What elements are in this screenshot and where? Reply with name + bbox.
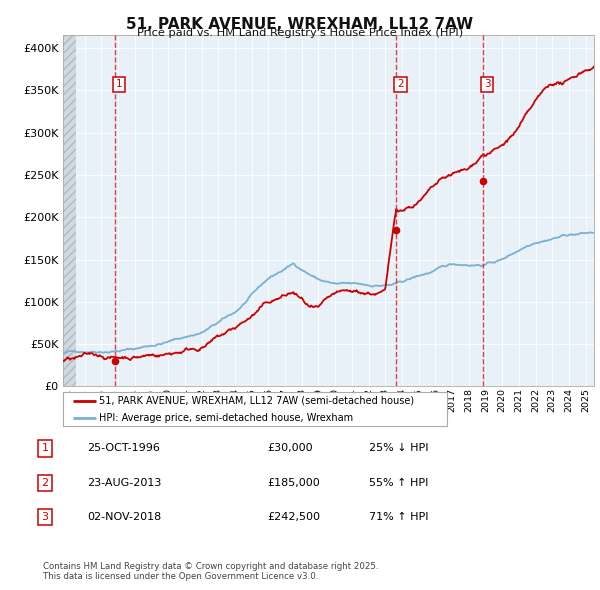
Text: £185,000: £185,000 (267, 478, 320, 487)
Text: 71% ↑ HPI: 71% ↑ HPI (369, 512, 428, 522)
Text: 51, PARK AVENUE, WREXHAM, LL12 7AW (semi-detached house): 51, PARK AVENUE, WREXHAM, LL12 7AW (semi… (100, 396, 415, 406)
Text: 3: 3 (41, 512, 49, 522)
Text: Price paid vs. HM Land Registry's House Price Index (HPI): Price paid vs. HM Land Registry's House … (137, 28, 463, 38)
Text: 1: 1 (41, 444, 49, 453)
Text: 25% ↓ HPI: 25% ↓ HPI (369, 444, 428, 453)
Text: 25-OCT-1996: 25-OCT-1996 (87, 444, 160, 453)
Text: 2: 2 (41, 478, 49, 487)
Text: 55% ↑ HPI: 55% ↑ HPI (369, 478, 428, 487)
Text: £242,500: £242,500 (267, 512, 320, 522)
Text: 3: 3 (484, 80, 490, 90)
Text: HPI: Average price, semi-detached house, Wrexham: HPI: Average price, semi-detached house,… (100, 414, 353, 424)
Text: Contains HM Land Registry data © Crown copyright and database right 2025.
This d: Contains HM Land Registry data © Crown c… (43, 562, 379, 581)
Text: 23-AUG-2013: 23-AUG-2013 (87, 478, 161, 487)
Text: £30,000: £30,000 (267, 444, 313, 453)
Text: 2: 2 (397, 80, 404, 90)
Bar (63, 35, 76, 386)
Text: 51, PARK AVENUE, WREXHAM, LL12 7AW: 51, PARK AVENUE, WREXHAM, LL12 7AW (127, 17, 473, 31)
Text: 02-NOV-2018: 02-NOV-2018 (87, 512, 161, 522)
Text: 1: 1 (116, 80, 122, 90)
